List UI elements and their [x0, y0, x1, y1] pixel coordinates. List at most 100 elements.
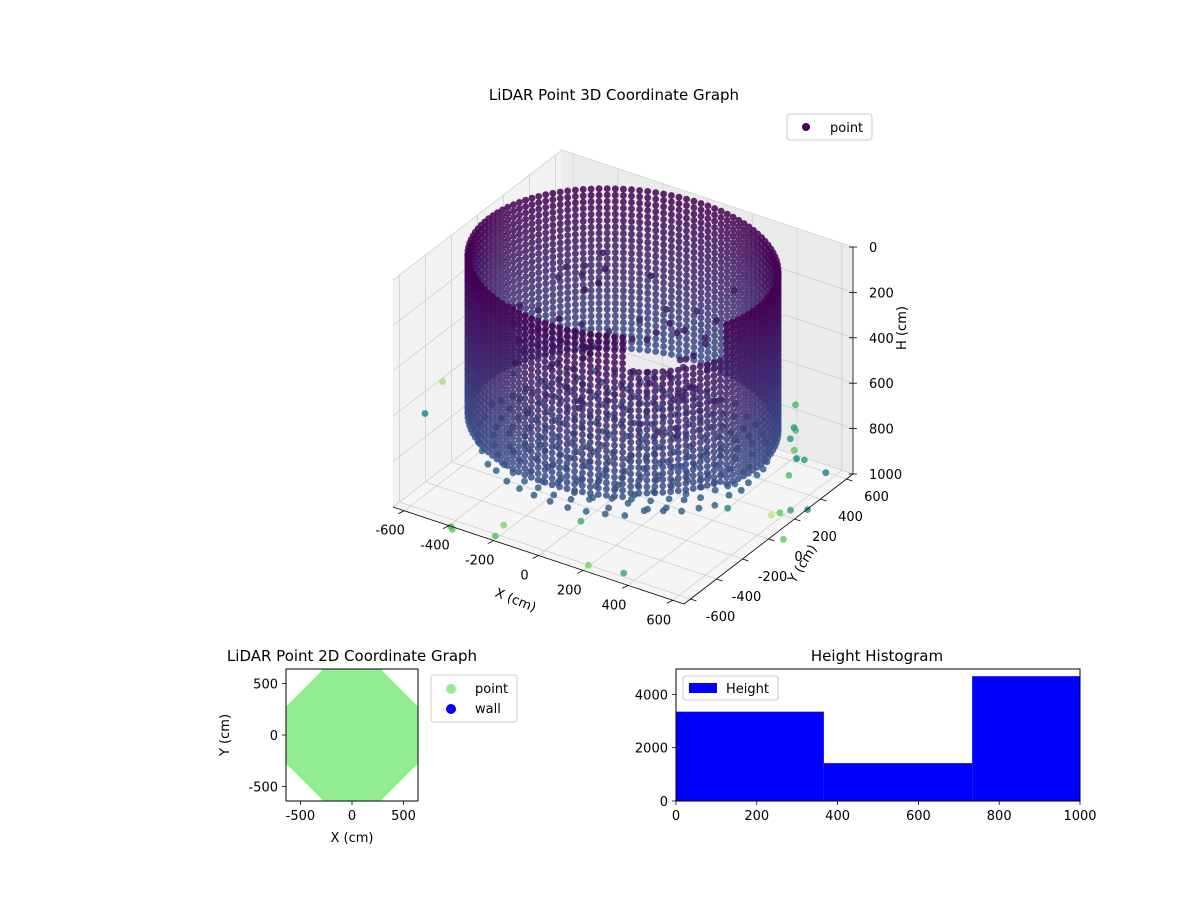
scatter3d-point: [579, 294, 587, 301]
scatter3d-point: [571, 347, 578, 354]
scatter3d-point: [516, 237, 523, 244]
scatter3d-point: [503, 398, 511, 406]
scatter3d-point: [542, 235, 550, 243]
scatter3d-point: [586, 477, 594, 484]
scatter3d-point: [603, 377, 610, 385]
scatter3d-point: [627, 489, 635, 497]
scatter3d-point: [564, 282, 572, 290]
scatter3d-point: [549, 234, 557, 242]
scatter3d-grid-z-back: [561, 149, 854, 248]
scatter3d-point: [704, 227, 712, 235]
scatter3d-point: [636, 250, 643, 258]
scatter3d-point: [682, 448, 690, 456]
scatter3d-point: [579, 224, 587, 232]
scatter3d-point: [521, 401, 529, 409]
scatter3d-point: [516, 224, 523, 232]
scatter3d-point: [660, 241, 667, 249]
scatter3d-y-tick: [846, 478, 853, 482]
scatter3d-point: [510, 239, 517, 247]
scatter3d-point: [522, 247, 529, 255]
scatter3d-point: [776, 509, 784, 517]
scatter3d-point: [682, 384, 690, 392]
scatter3d-point: [667, 386, 674, 394]
scatter3d-point: [515, 417, 523, 425]
scatter3d-point: [643, 375, 651, 383]
scatter3d-point: [696, 369, 704, 377]
scatter3d-point: [710, 461, 718, 468]
scatter3d-point: [603, 185, 611, 193]
scatter3d-grid-y-floor: [425, 481, 717, 580]
scatter3d-point: [595, 204, 603, 212]
scatter3d-point: [635, 394, 643, 402]
scatter3d-point: [493, 341, 501, 348]
scatter3d-point: [697, 494, 704, 502]
scatter3d-point: [595, 279, 602, 287]
scatter3d-point: [516, 256, 523, 263]
scatter3d-point: [603, 255, 611, 262]
scatter3d-point: [697, 282, 705, 290]
scatter3d-points: [421, 185, 830, 577]
scatter3d-point: [563, 472, 571, 480]
scatter3d-point: [697, 206, 705, 214]
scatter3d-point: [521, 363, 529, 370]
scatter3d-point: [710, 372, 718, 379]
scatter3d-point: [620, 287, 627, 295]
scatter3d-point: [548, 328, 556, 336]
scatter3d-point: [697, 238, 705, 246]
scatter3d-point: [636, 225, 643, 233]
scatter3d-point: [549, 317, 557, 324]
scatter3d-point: [621, 512, 629, 519]
scatter3d-point: [660, 292, 667, 300]
scatter3d-point: [667, 393, 674, 400]
scatter3d-point: [682, 365, 690, 373]
scatter3d-point: [572, 250, 579, 257]
scatter3d-point: [579, 230, 587, 238]
scatter3d-point: [689, 478, 697, 486]
scatter3d-point: [644, 188, 652, 195]
scatter3d-point: [652, 252, 660, 260]
scatter3d-point: [668, 351, 675, 358]
scatter3d-point: [729, 331, 736, 339]
scatter3d-point: [636, 199, 643, 207]
scatter3d-point: [628, 268, 635, 276]
scatter3d-point: [503, 335, 511, 342]
scatter3d-point: [510, 277, 517, 285]
scatter3d-point: [542, 274, 550, 281]
scatter3d-point: [690, 280, 698, 288]
scatter3d-point: [528, 340, 535, 348]
scatter3d-point: [667, 443, 674, 451]
scatter3d-point: [586, 432, 594, 440]
scatter3d-point: [541, 459, 549, 467]
scatter3d-point: [595, 287, 603, 294]
scatter3d-point: [740, 453, 747, 461]
scatter3d-point: [668, 243, 675, 250]
scatter3d-point: [586, 407, 594, 415]
scatter3d-point: [586, 400, 594, 408]
scatter3d-point: [503, 392, 511, 400]
scatter3d-point: [549, 278, 557, 286]
scatter3d-point: [636, 301, 643, 309]
scatter3d-point: [556, 457, 563, 465]
scatter3d-point: [734, 443, 742, 451]
scatter3d-point: [528, 474, 535, 481]
histogram-bar-1: [823, 763, 973, 801]
scatter3d-point: [740, 370, 747, 378]
scatter3d-point: [628, 205, 635, 213]
scatter3d-point: [535, 288, 543, 296]
scatter3d-point: [534, 306, 542, 314]
histogram-bar-0: [676, 711, 824, 801]
scatter3d-point: [690, 352, 697, 360]
scatter3d-point: [729, 213, 737, 221]
scatter3d-point: [542, 267, 550, 275]
scatter3d-point: [620, 185, 627, 193]
scatter3d-point: [556, 220, 564, 228]
scatter3d-point: [628, 335, 636, 343]
scatter3d-point: [522, 234, 529, 242]
scatter3d-point: [594, 408, 602, 416]
scatter3d-point: [682, 356, 690, 363]
scatter3d-point: [723, 410, 730, 417]
scatter3d-point: [682, 391, 690, 398]
scatter3d-point: [555, 315, 563, 323]
scatter3d-point: [717, 363, 724, 371]
scatter3d-point: [674, 455, 682, 463]
